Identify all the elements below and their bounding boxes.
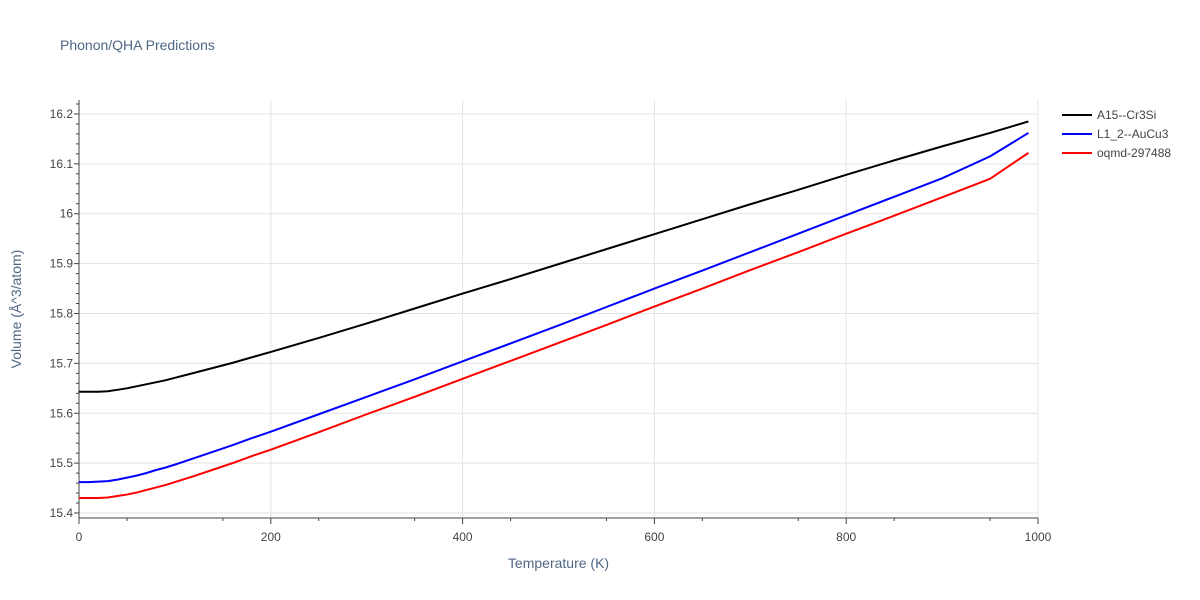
y-tick-label: 15.6 bbox=[50, 406, 74, 420]
legend-label: L1_2--AuCu3 bbox=[1097, 127, 1169, 141]
series-line bbox=[79, 120, 1029, 393]
tick-labels: 0 200 400 600 800 1000 15.4 15.5 15.6 15.7 15.8 15.… bbox=[50, 107, 1052, 544]
x-tick-label: 400 bbox=[453, 530, 473, 544]
y-tick-label: 15.5 bbox=[50, 456, 74, 470]
y-tick-label: 15.9 bbox=[50, 257, 74, 271]
y-tick-label: 15.8 bbox=[50, 306, 74, 320]
y-tick-label: 15.4 bbox=[50, 506, 74, 520]
legend-item[interactable]: A15--Cr3Si bbox=[1062, 108, 1156, 122]
x-tick-label: 600 bbox=[644, 530, 664, 544]
legend-item[interactable]: L1_2--AuCu3 bbox=[1062, 127, 1169, 141]
legend-label: oqmd-297488 bbox=[1097, 146, 1171, 160]
x-tick-label: 200 bbox=[261, 530, 281, 544]
y-tick-label: 16 bbox=[60, 207, 74, 221]
legend-item[interactable]: oqmd-297488 bbox=[1062, 146, 1171, 160]
x-tick-label: 1000 bbox=[1025, 530, 1052, 544]
x-axis-title: Temperature (K) bbox=[508, 555, 609, 571]
y-tick-label: 15.7 bbox=[50, 356, 74, 370]
y-tick-label: 16.1 bbox=[50, 157, 74, 171]
legend-label: A15--Cr3Si bbox=[1097, 108, 1156, 122]
chart-title: Phonon/QHA Predictions bbox=[60, 37, 215, 53]
series bbox=[79, 120, 1029, 500]
y-tick-label: 16.2 bbox=[50, 107, 74, 121]
y-axis-title: Volume (Å^3/atom) bbox=[8, 250, 24, 369]
axes bbox=[74, 100, 1039, 524]
x-tick-label: 0 bbox=[76, 530, 83, 544]
legend[interactable]: A15--Cr3Si L1_2--AuCu3 oqmd-297488 bbox=[1062, 108, 1171, 160]
series-line bbox=[79, 132, 1029, 484]
x-tick-label: 800 bbox=[836, 530, 856, 544]
series-line bbox=[79, 152, 1029, 500]
grid bbox=[79, 100, 1039, 518]
